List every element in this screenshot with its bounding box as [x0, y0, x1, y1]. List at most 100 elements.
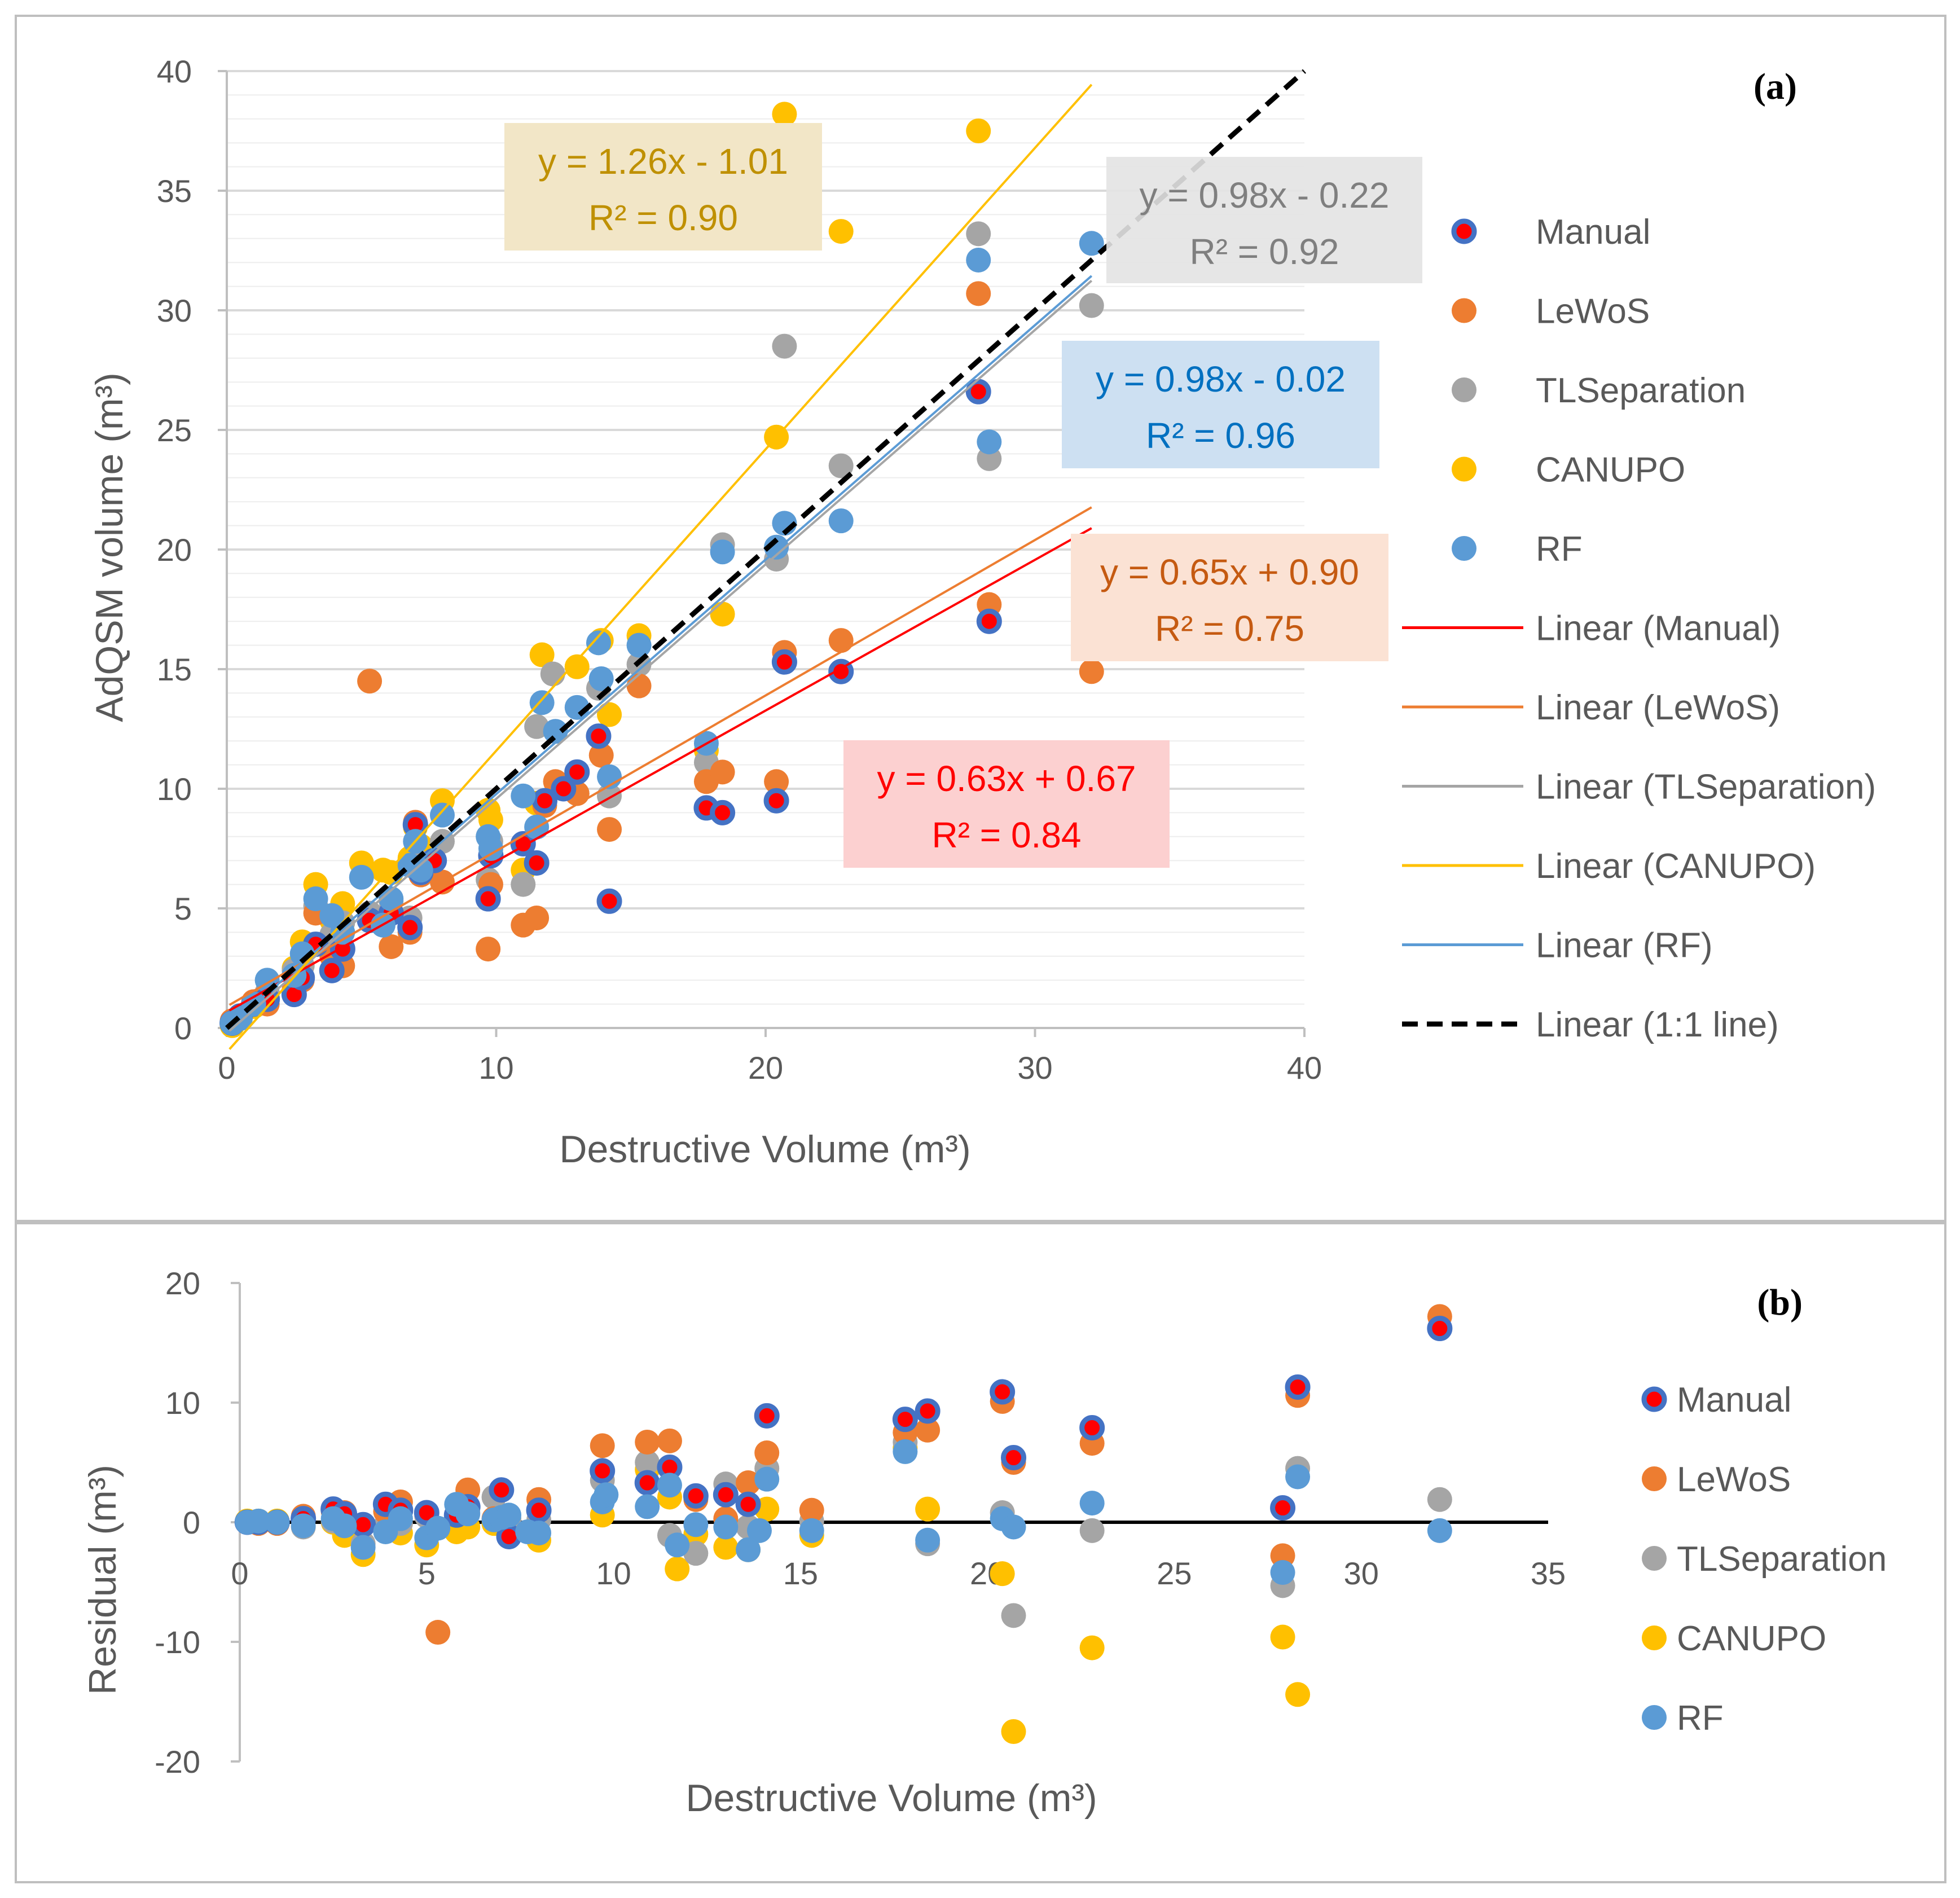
y-ticks-a: 0 5 10 15 20 25 30 35 40	[157, 54, 227, 1046]
rf-point	[478, 836, 503, 861]
panel-label-a: (a)	[1754, 66, 1797, 107]
x-tick-label: 10	[596, 1556, 631, 1591]
x-axis-title-a: Destructive Volume (m³)	[559, 1128, 970, 1171]
lin-tls-trendline	[228, 280, 1093, 1032]
y-tick-label: 10	[157, 771, 192, 807]
canupo-residual-point	[915, 1496, 941, 1522]
lewos-point	[764, 769, 789, 794]
canupo-point	[966, 118, 991, 143]
manual-residual-point	[590, 1458, 616, 1484]
lewos-legend-marker	[1452, 298, 1476, 323]
tls-residual-point	[1427, 1487, 1452, 1512]
rf-point	[626, 632, 652, 658]
lin-lewos-trendline	[228, 506, 1092, 1006]
legend-label: RF	[1677, 1699, 1724, 1738]
rf-point	[303, 886, 328, 912]
rf-residual-point	[455, 1501, 481, 1527]
legend-label: TLSeparation	[1536, 371, 1746, 410]
manual-residual-point	[489, 1477, 515, 1503]
x-tick-label: 0	[231, 1556, 248, 1591]
manual-point	[524, 850, 550, 876]
lewos-point	[966, 281, 991, 306]
manual-legend-marker	[1641, 1386, 1667, 1412]
manual-point	[531, 788, 557, 814]
manual-point	[551, 776, 577, 802]
lewos-residual-point	[736, 1470, 761, 1496]
canupo-equation: y = 1.26x - 1.01	[538, 141, 788, 182]
lewos-point	[828, 628, 854, 653]
rf-residual-point	[526, 1521, 552, 1546]
legend-b: Manual LeWoS TLSeparation CANUPO RF	[1641, 1381, 1887, 1738]
x-tick-label: 30	[1344, 1556, 1379, 1591]
legend-label: TLSeparation	[1677, 1540, 1887, 1579]
x-ticks-b: 0 5 10 15 20 25 30 35	[231, 1556, 1566, 1591]
rf-point	[966, 247, 991, 273]
rf-equation: y = 0.98x - 0.02	[1096, 359, 1346, 399]
lewos-point	[379, 934, 404, 959]
rf-residual-point	[1079, 1491, 1105, 1516]
y-tick-label: 40	[157, 54, 192, 89]
x-tick-label: 10	[478, 1050, 513, 1086]
y-tick-label: 15	[157, 652, 192, 687]
y-axis-title-b: Residual (m³)	[81, 1465, 124, 1695]
rf-residual-point	[665, 1532, 690, 1558]
manual-residual-point	[713, 1482, 739, 1508]
rf-residual-point	[915, 1527, 941, 1553]
lewos-point	[588, 742, 614, 768]
rf-residual-point	[754, 1466, 780, 1492]
tls-legend-marker	[1642, 1546, 1667, 1571]
manual-residual-point	[1079, 1415, 1105, 1441]
rf-point	[430, 802, 455, 828]
tls-point	[1079, 293, 1104, 318]
canupo-residual-point	[665, 1556, 690, 1581]
rf-r-squared: R² = 0.96	[1146, 415, 1295, 456]
rf-residual-point	[350, 1535, 376, 1560]
x-axis-title-b: Destructive Volume (m³)	[685, 1777, 1097, 1820]
manual-residual-point	[683, 1483, 709, 1509]
rf-residual-point	[332, 1513, 357, 1539]
manual-equation: y = 0.63x + 0.67	[877, 758, 1136, 799]
lewos-equation-box	[1071, 534, 1388, 661]
tls-r-squared: R² = 0.92	[1189, 231, 1339, 272]
rf-residual-point	[657, 1473, 682, 1498]
y-ticks-b: -20 -10 0 10 20	[155, 1266, 240, 1780]
rf-point	[349, 864, 374, 890]
legend-label: Linear (Manual)	[1536, 609, 1781, 648]
legend-label: CANUPO	[1536, 451, 1685, 490]
tls-residual-point	[635, 1450, 660, 1475]
rf-residual-point	[799, 1518, 824, 1543]
x-tick-label: 25	[1157, 1556, 1192, 1591]
canupo-residual-point	[1079, 1635, 1105, 1660]
manual-point	[586, 723, 612, 749]
y-tick-label: 0	[183, 1505, 200, 1540]
panel-b-frame	[15, 1222, 1946, 1883]
canupo-residual-point	[1001, 1719, 1026, 1744]
tls-point	[966, 221, 991, 247]
manual-residual-point	[754, 1403, 780, 1429]
rf-residual-point	[496, 1502, 522, 1528]
y-tick-label: 25	[157, 412, 192, 448]
legend-label: Linear (TLSeparation)	[1536, 768, 1876, 807]
legend-label: Linear (1:1 line)	[1536, 1005, 1779, 1044]
manual-residual-point	[735, 1491, 761, 1517]
canupo-point	[564, 654, 590, 679]
lewos-residual-point	[915, 1417, 941, 1443]
legend-label: Linear (RF)	[1536, 926, 1713, 965]
legend-label: CANUPO	[1677, 1619, 1826, 1658]
legend-label: LeWoS	[1536, 292, 1650, 331]
chart-panel-b: 0 5 10 15 20 25 30 35 -20 -10 0 10 20 Manual LeWoS TL…	[81, 1266, 1887, 1820]
tls-equation: y = 0.98x - 0.22	[1140, 175, 1390, 216]
rf-equation-box	[1062, 341, 1379, 468]
y-tick-label: 5	[174, 891, 192, 926]
tls-point	[828, 453, 854, 478]
manual-equation-box	[843, 740, 1170, 868]
canupo-point	[597, 702, 622, 727]
y-tick-label: -10	[155, 1624, 200, 1660]
lewos-point	[1079, 659, 1104, 684]
manual-r-squared: R² = 0.84	[931, 815, 1081, 855]
tls-point	[511, 872, 536, 897]
rf-residual-point	[736, 1537, 761, 1562]
rf-point	[1079, 231, 1104, 256]
y-tick-label: 0	[174, 1010, 192, 1046]
